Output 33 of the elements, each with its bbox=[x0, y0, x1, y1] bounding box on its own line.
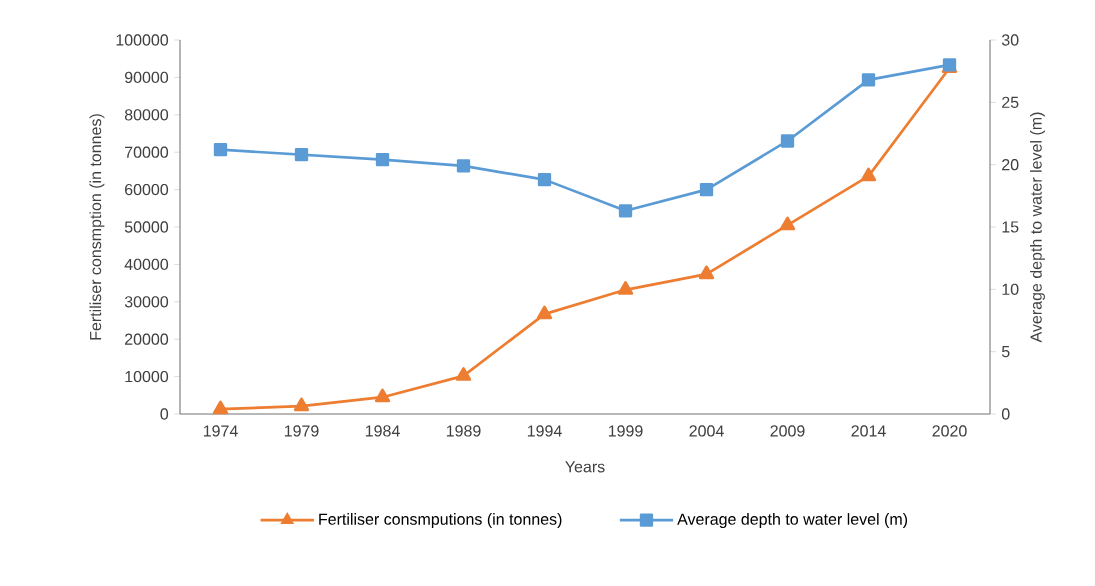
x-axis-title: Years bbox=[565, 461, 605, 473]
legend-label: Average depth to water level (m) bbox=[677, 513, 908, 529]
legend-label: Fertiliser consmputions (in tonnes) bbox=[319, 513, 562, 529]
y-axis-title: Fertiliser consmption (in tonnes) bbox=[89, 114, 105, 340]
x-tick-label: 1989 bbox=[446, 425, 481, 437]
y-tick-label: 30000 bbox=[124, 296, 169, 308]
y-tick-label: 70000 bbox=[125, 146, 169, 158]
y-tick-label: 60000 bbox=[125, 183, 169, 196]
x-tick-label: 1999 bbox=[608, 425, 643, 437]
y2-tick-label: 15 bbox=[1002, 221, 1019, 233]
x-tick-label: 1979 bbox=[284, 425, 319, 437]
y-tick-label: 90000 bbox=[124, 71, 169, 84]
x-tick-label: 2020 bbox=[932, 425, 967, 437]
x-tick-label: 1984 bbox=[365, 425, 400, 437]
y2-tick-label: 0 bbox=[1001, 408, 1010, 420]
x-tick-label: 2004 bbox=[689, 425, 724, 437]
x-tick-label: 2009 bbox=[770, 425, 805, 437]
y-tick-label: 40000 bbox=[124, 258, 169, 271]
y-tick-label: 0 bbox=[160, 408, 169, 420]
y2-tick-label: 5 bbox=[1001, 346, 1010, 358]
x-tick-label: 2014 bbox=[851, 425, 886, 437]
y-tick-label: 10000 bbox=[125, 370, 169, 383]
y2-tick-label: 10 bbox=[1002, 283, 1019, 295]
y2-axis-title: Average depth to water level (m) bbox=[1030, 112, 1045, 343]
y2-tick-label: 25 bbox=[1002, 96, 1019, 108]
y2-tick-label: 30 bbox=[1001, 34, 1019, 46]
x-tick-label: 1974 bbox=[203, 425, 238, 437]
y2-tick-label: 20 bbox=[1002, 159, 1019, 171]
y-tick-label: 50000 bbox=[124, 221, 169, 233]
y-tick-label: 20000 bbox=[125, 333, 169, 345]
y-tick-label: 100000 bbox=[116, 34, 169, 46]
x-tick-label: 1994 bbox=[527, 425, 562, 437]
y-tick-label: 80000 bbox=[124, 109, 169, 121]
